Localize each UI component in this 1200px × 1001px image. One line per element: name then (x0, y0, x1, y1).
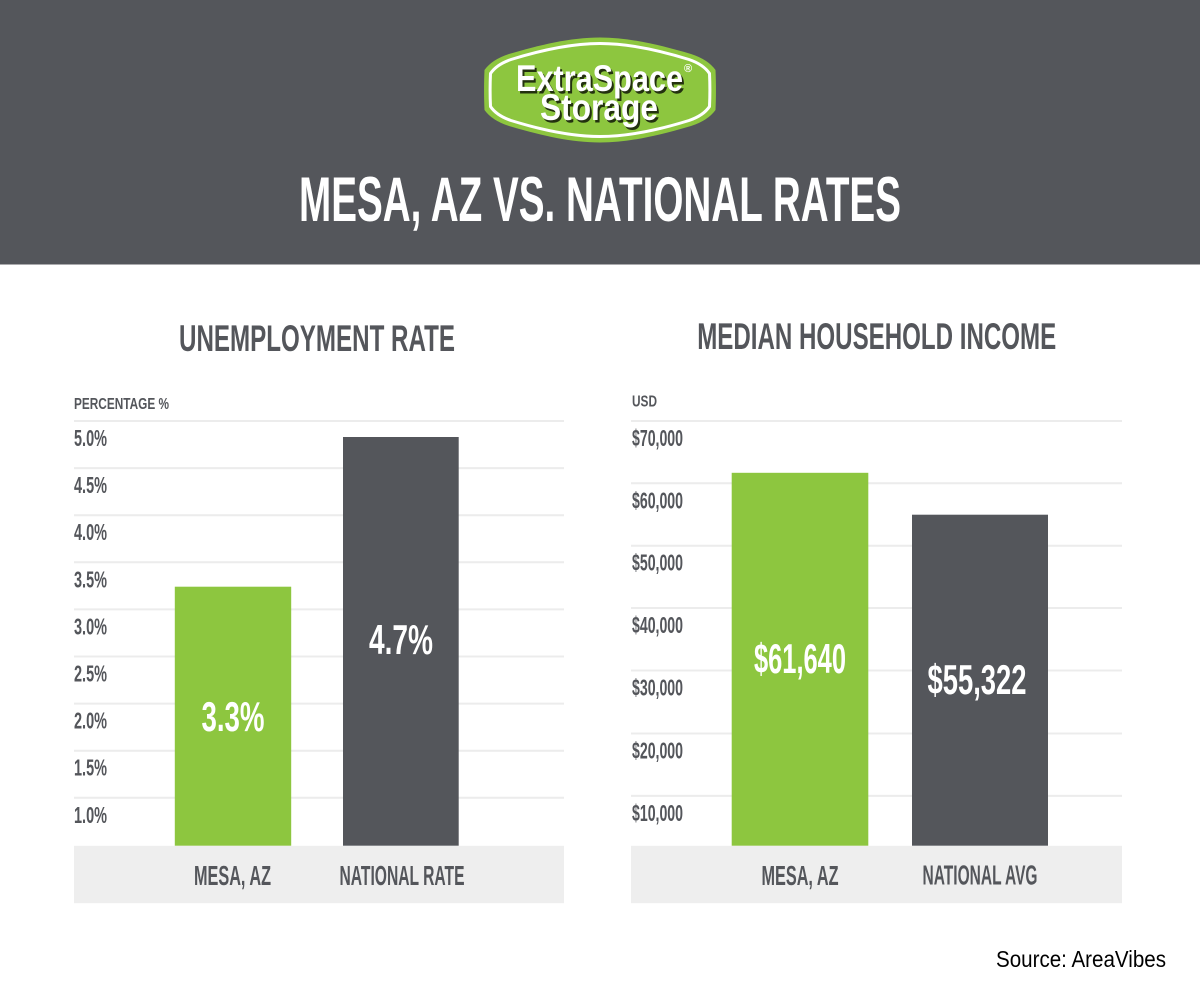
svg-text:$30,000: $30,000 (632, 675, 683, 701)
svg-text:5.0%: 5.0% (74, 425, 107, 451)
svg-text:3.3%: 3.3% (202, 693, 265, 740)
svg-text:®: ® (684, 63, 692, 75)
svg-text:$10,000: $10,000 (632, 800, 683, 826)
svg-text:$55,322: $55,322 (928, 656, 1027, 703)
svg-text:$40,000: $40,000 (632, 612, 683, 638)
svg-text:2.0%: 2.0% (74, 708, 107, 734)
svg-text:MESA, AZ: MESA, AZ (194, 860, 271, 891)
svg-text:$20,000: $20,000 (632, 738, 683, 764)
svg-text:ExtraSpace: ExtraSpace (518, 61, 685, 102)
svg-text:$60,000: $60,000 (632, 487, 683, 513)
svg-text:UNEMPLOYMENT RATE: UNEMPLOYMENT RATE (179, 318, 455, 359)
svg-text:3.5%: 3.5% (74, 566, 107, 592)
svg-text:Storage: Storage (542, 90, 660, 131)
svg-text:ExtraSpace: ExtraSpace (516, 58, 683, 99)
svg-text:4.5%: 4.5% (74, 472, 107, 498)
svg-text:4.7%: 4.7% (369, 616, 433, 663)
svg-text:Source: AreaVibes: Source: AreaVibes (996, 946, 1166, 972)
svg-text:$70,000: $70,000 (632, 425, 683, 451)
svg-text:$50,000: $50,000 (632, 550, 683, 576)
svg-text:NATIONAL RATE: NATIONAL RATE (340, 860, 465, 891)
svg-text:MEDIAN HOUSEHOLD INCOME: MEDIAN HOUSEHOLD INCOME (697, 316, 1056, 357)
svg-text:3.0%: 3.0% (74, 613, 107, 639)
svg-text:MESA, AZ: MESA, AZ (762, 860, 839, 891)
svg-text:USD: USD (632, 394, 657, 411)
svg-text:Storage: Storage (540, 87, 658, 128)
svg-text:1.5%: 1.5% (74, 755, 107, 781)
svg-text:PERCENTAGE %: PERCENTAGE % (74, 396, 169, 413)
svg-text:NATIONAL AVG: NATIONAL AVG (923, 860, 1038, 891)
svg-text:1.0%: 1.0% (74, 802, 107, 828)
svg-text:4.0%: 4.0% (74, 519, 107, 545)
svg-text:2.5%: 2.5% (74, 661, 107, 687)
svg-text:MESA, AZ VS. NATIONAL RATES: MESA, AZ VS. NATIONAL RATES (299, 165, 901, 235)
svg-text:$61,640: $61,640 (754, 635, 846, 682)
